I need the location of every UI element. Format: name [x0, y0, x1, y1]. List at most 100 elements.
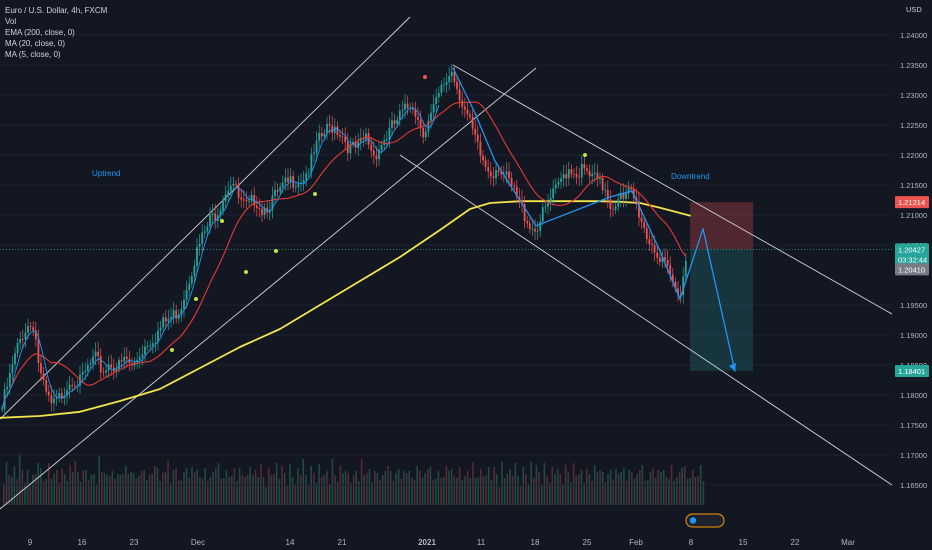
candle-body [604, 189, 607, 191]
candle-body [14, 353, 16, 365]
volume-bar [342, 473, 344, 505]
time-tick-label: 23 [130, 538, 139, 547]
volume-bar [146, 480, 148, 505]
candle-body [398, 111, 401, 120]
tradingview-logo[interactable] [685, 513, 725, 528]
volume-bar [122, 474, 124, 505]
candle-body [144, 346, 146, 355]
volume-bar [413, 480, 416, 505]
volume-bar [10, 477, 13, 505]
volume-bar [527, 484, 530, 505]
candle-body [489, 171, 492, 177]
candle-body [357, 141, 360, 148]
candle-body [622, 192, 625, 199]
candle-body [27, 326, 29, 333]
time-axis[interactable]: 9 16 23 Dec 14 21 2021 11 18 25 Feb 8 15 22 Mar [0, 532, 932, 550]
volume-bar [185, 468, 188, 505]
volume-bar [665, 477, 668, 505]
ma-20-path [1, 101, 687, 410]
candle-body [656, 252, 659, 258]
signal-markers [170, 75, 587, 352]
volume-bar [254, 470, 257, 505]
candle-body [443, 84, 445, 86]
candle-body [526, 221, 529, 224]
price-tick-label: 1.16500 [900, 481, 927, 490]
volume-bar [397, 469, 400, 505]
time-tick-label: Feb [629, 538, 643, 547]
symbol-title[interactable]: Euro / U.S. Dollar, 4h, FXCM [5, 6, 108, 15]
volume-bar [559, 474, 562, 505]
volume-bar [546, 476, 548, 505]
volume-bar [440, 478, 442, 505]
currency-label[interactable]: USD [906, 5, 922, 14]
candle-body [414, 109, 417, 117]
volume-bar [389, 471, 392, 505]
ma20-label[interactable]: MA (20, close, 0) [5, 39, 66, 48]
channel-down-line-2[interactable] [399, 154, 893, 486]
channel-lines[interactable] [0, 16, 893, 510]
downtrend-label[interactable]: Downtrend [671, 172, 710, 181]
candle-body [214, 213, 217, 221]
candle-body [562, 174, 565, 179]
candle-body [354, 142, 357, 148]
candle-body [313, 152, 315, 154]
vol-label[interactable]: Vol [5, 17, 17, 26]
volume-bar [117, 474, 119, 505]
candle-body [281, 182, 284, 187]
volume-bar [8, 475, 10, 505]
volume-bar [376, 473, 379, 505]
channel-up-line-1[interactable] [0, 67, 537, 510]
channel-up-line-2[interactable] [0, 16, 411, 420]
channel-down-line-1[interactable] [452, 64, 893, 315]
volume-bar [130, 472, 132, 505]
candle-body [115, 369, 118, 372]
candle-body [606, 189, 609, 200]
volume-bar [586, 469, 588, 505]
volume-bar [16, 479, 18, 505]
volume-bar [678, 472, 681, 505]
volume-bar [74, 461, 77, 505]
volume-bar [201, 479, 204, 505]
volume-bar [697, 476, 699, 505]
volume-bar [191, 467, 193, 505]
ema-label[interactable]: EMA (200, close, 0) [5, 28, 75, 37]
price-tick-label: 1.17000 [900, 451, 927, 460]
volume-bar [533, 478, 535, 505]
candle-body [645, 228, 648, 240]
volume-bar [238, 468, 241, 505]
logo-badge[interactable] [685, 513, 725, 528]
ma5-label[interactable]: MA (5, close, 0) [5, 50, 61, 59]
volume-bar [493, 467, 495, 505]
volume-bar [183, 472, 185, 505]
candle-body [302, 179, 305, 183]
volume-bar [450, 469, 453, 505]
candle-body [560, 178, 562, 182]
forecast-arrow[interactable] [679, 228, 736, 372]
volume-bar [24, 483, 26, 505]
candle-body [651, 243, 653, 245]
volume-bar [207, 481, 209, 505]
stop-loss-zone[interactable] [690, 202, 753, 250]
uptrend-label[interactable]: Uptrend [92, 169, 121, 178]
volume-bar [196, 470, 198, 505]
volume-bar [101, 472, 103, 505]
volume-bar [411, 478, 413, 505]
candle-body [68, 384, 71, 391]
volume-bar [270, 475, 273, 505]
candle-body [53, 398, 55, 404]
candle-body [307, 172, 310, 174]
volume-bar [111, 471, 114, 505]
price-tick-label: 1.19500 [900, 301, 927, 310]
signal-marker [244, 270, 248, 274]
candle-body [294, 187, 297, 188]
price-tick-label: 1.17500 [900, 421, 927, 430]
volume-bar [567, 472, 569, 505]
volume-bar [156, 468, 159, 505]
volume-bar [395, 473, 397, 505]
position-tool[interactable] [0, 202, 892, 371]
price-tag [895, 253, 929, 266]
candle-body [653, 245, 656, 253]
volume-bar [554, 474, 556, 505]
